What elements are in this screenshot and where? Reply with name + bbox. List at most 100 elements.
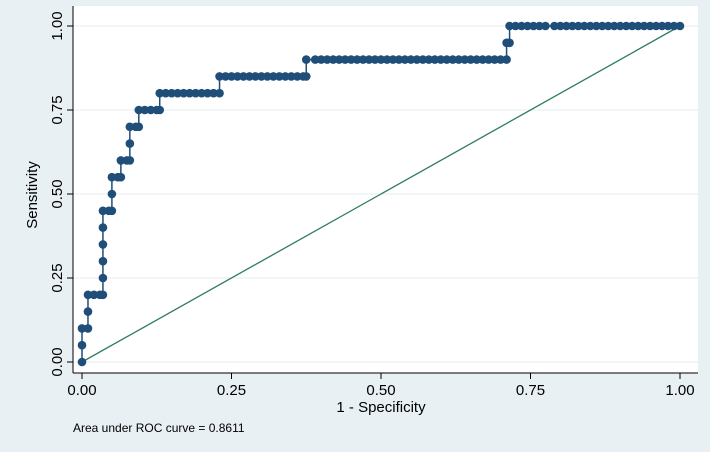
- roc-point: [484, 55, 493, 64]
- roc-point: [633, 21, 643, 31]
- roc-point: [651, 21, 661, 31]
- roc-point: [197, 88, 206, 98]
- roc-point: [155, 105, 165, 115]
- roc-point: [412, 55, 422, 64]
- y-tick-label: 0.50: [49, 179, 66, 208]
- roc-point: [334, 55, 344, 64]
- roc-point: [185, 88, 194, 98]
- roc-point: [406, 55, 416, 64]
- axes: [72, 6, 698, 374]
- roc-point: [98, 223, 108, 232]
- x-tick-label: 0.25: [217, 382, 246, 399]
- roc-point: [125, 139, 135, 148]
- roc-point: [316, 55, 326, 64]
- roc-point: [179, 88, 188, 98]
- roc-point: [505, 21, 514, 31]
- roc-point: [568, 21, 577, 31]
- roc-point: [116, 156, 126, 165]
- roc-point: [203, 88, 212, 98]
- roc-point: [83, 324, 93, 333]
- roc-point: [251, 72, 260, 81]
- roc-point: [301, 72, 311, 81]
- auc-note: Area under ROC curve = 0.8611: [73, 421, 245, 435]
- roc-point: [275, 72, 284, 81]
- roc-point: [603, 21, 613, 31]
- roc-point: [627, 21, 637, 31]
- roc-point: [98, 206, 108, 216]
- roc-point: [173, 88, 182, 98]
- grid-lines: [73, 25, 698, 363]
- roc-point: [116, 172, 126, 182]
- roc-point: [424, 55, 434, 64]
- roc-point: [505, 38, 514, 48]
- roc-point: [645, 21, 655, 31]
- roc-point: [574, 21, 583, 31]
- roc-point: [376, 55, 386, 64]
- roc-point: [556, 21, 565, 31]
- roc-point: [586, 21, 595, 31]
- roc-point: [89, 290, 99, 300]
- roc-point: [125, 156, 135, 165]
- roc-point: [77, 340, 87, 350]
- roc-point: [98, 273, 108, 283]
- roc-point: [221, 72, 230, 81]
- roc-point: [591, 21, 601, 31]
- reference-line: [81, 25, 681, 363]
- roc-point: [107, 189, 117, 199]
- roc-point: [301, 55, 311, 64]
- roc-point: [430, 55, 440, 64]
- roc-point: [245, 72, 254, 81]
- roc-point: [215, 88, 224, 98]
- roc-point: [227, 72, 236, 81]
- roc-point: [400, 55, 410, 64]
- roc-point: [257, 72, 266, 81]
- x-tick-label: 0.00: [67, 382, 96, 399]
- y-tick-label: 0.00: [49, 347, 66, 376]
- roc-point: [134, 105, 144, 115]
- roc-point: [107, 206, 117, 216]
- roc-point: [161, 88, 171, 98]
- roc-point: [364, 55, 374, 64]
- roc-point: [83, 290, 93, 300]
- roc-point: [134, 122, 144, 132]
- roc-point: [77, 324, 87, 333]
- roc-point: [340, 55, 350, 64]
- roc-point: [535, 21, 544, 31]
- roc-point: [346, 55, 356, 64]
- roc-point: [523, 21, 532, 31]
- roc-point: [287, 72, 296, 81]
- roc-point: [609, 21, 619, 31]
- roc-point: [98, 240, 108, 249]
- roc-point: [98, 290, 108, 300]
- roc-point: [517, 21, 526, 31]
- roc-point: [615, 21, 625, 31]
- roc-point: [541, 21, 550, 31]
- roc-point: [352, 55, 362, 64]
- plot-area: [73, 6, 698, 373]
- roc-point: [529, 21, 538, 31]
- roc-point: [436, 55, 446, 64]
- roc-point: [639, 21, 649, 31]
- roc-point: [675, 21, 685, 31]
- roc-point: [233, 72, 242, 81]
- roc-point: [358, 55, 368, 64]
- roc-point: [328, 55, 338, 64]
- roc-point: [239, 72, 248, 81]
- roc-point: [83, 307, 93, 316]
- roc-point: [511, 21, 520, 31]
- roc-point: [155, 88, 165, 98]
- roc-point: [215, 72, 224, 81]
- roc-point: [77, 357, 87, 367]
- roc-point: [370, 55, 380, 64]
- x-axis-title: 1 - Specificity: [336, 399, 426, 416]
- reference-line-layer: [81, 25, 681, 363]
- roc-point: [269, 72, 278, 81]
- roc-point: [597, 21, 607, 31]
- roc-point: [263, 72, 272, 81]
- roc-point: [454, 55, 464, 64]
- roc-point: [394, 55, 404, 64]
- roc-point: [140, 105, 150, 115]
- roc-point: [98, 256, 108, 266]
- roc-point: [442, 55, 452, 64]
